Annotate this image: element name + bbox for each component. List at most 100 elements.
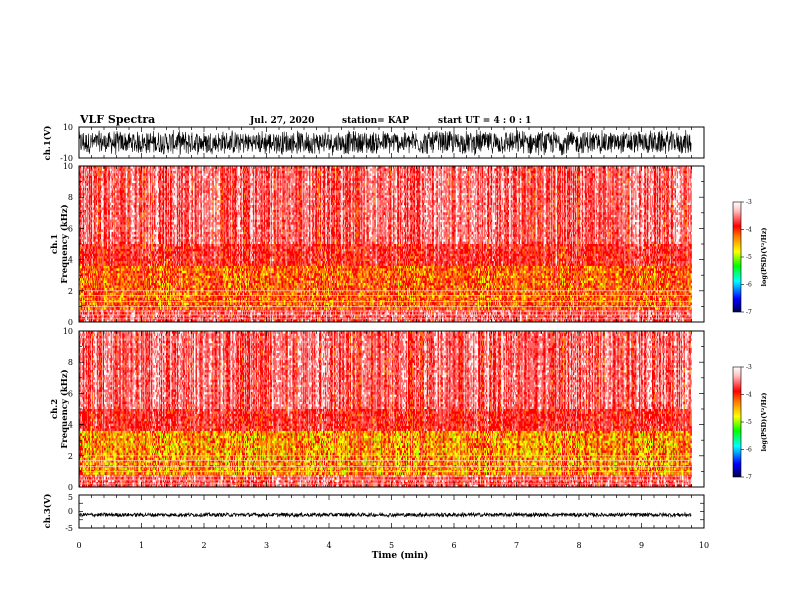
- spectrogram-cell: [329, 171, 330, 174]
- spectrogram-cell: [394, 171, 395, 174]
- spectrogram-cell: [280, 168, 281, 171]
- spectrogram-cell: [425, 171, 426, 174]
- spectrogram-cell: [365, 171, 366, 174]
- spectrogram-cell: [350, 168, 351, 171]
- spectrogram-cell: [189, 168, 190, 171]
- spectrogram-cell: [144, 171, 145, 174]
- spectrogram-cell: [172, 168, 173, 171]
- spectrogram-cell: [625, 168, 626, 171]
- spectrogram-cell: [482, 171, 483, 174]
- spectrogram-cell: [672, 168, 673, 171]
- spectrogram-cell: [610, 168, 611, 171]
- spectrogram-cell: [629, 168, 630, 171]
- spectrogram-cell: [318, 168, 319, 171]
- spectrogram-cell: [249, 168, 250, 171]
- spectrogram-cell: [657, 168, 658, 171]
- spectrogram-cell: [617, 168, 618, 171]
- spectrogram-cell: [368, 171, 369, 174]
- spectrogram-cell: [525, 168, 526, 171]
- spectrogram-cell: [448, 171, 449, 174]
- spectrogram-cell: [262, 168, 263, 171]
- ch1-spectrogram-cells: [79, 166, 692, 322]
- ch1-waveform-trace: [79, 130, 691, 156]
- spectrogram-cell: [425, 168, 426, 171]
- spectrogram-cell: [209, 171, 210, 174]
- spectrogram-cell: [154, 171, 155, 174]
- spectrogram-cell: [560, 171, 561, 174]
- spectrogram-cell: [353, 171, 354, 174]
- spectrogram-cell: [228, 171, 229, 174]
- ch1-waveform-panel: 10 -10 ch.1(V): [42, 123, 704, 163]
- spectrogram-cell: [334, 171, 335, 174]
- spectrogram-cell: [651, 168, 652, 171]
- spectrogram-cell: [206, 171, 207, 174]
- spectrogram-cell: [306, 168, 307, 171]
- spectrogram-cell: [400, 168, 401, 171]
- spectrogram-cell: [340, 171, 341, 174]
- spectrogram-cell: [359, 168, 360, 171]
- spectrogram-cell: [218, 168, 219, 171]
- spectrogram-cell: [124, 171, 125, 174]
- spectrogram-cell: [511, 168, 512, 171]
- spectrogram-cell: [468, 171, 469, 174]
- spectrogram-cell: [520, 168, 521, 171]
- spectrogram-cell: [171, 171, 172, 174]
- spectrogram-cell: [89, 171, 90, 174]
- spectrogram-cell: [124, 168, 125, 171]
- spectrogram-cell: [554, 168, 555, 171]
- spectrogram-cell: [596, 168, 597, 171]
- spectrogram-cell: [635, 168, 636, 171]
- spectrogram-cell: [374, 171, 375, 174]
- spectrogram-cell: [484, 171, 485, 174]
- spectrogram-cell: [83, 171, 84, 174]
- ch1-waveform-ylabel: ch.1(V): [42, 126, 53, 161]
- spectrogram-cell: [529, 171, 530, 174]
- spectrogram-cell: [554, 171, 555, 174]
- spectrogram-cell: [362, 171, 363, 174]
- spectrogram-cell: [454, 171, 455, 174]
- spectrogram-cell: [542, 168, 543, 171]
- spectrogram-cell: [433, 168, 434, 171]
- spectrogram-cell: [321, 168, 322, 171]
- spectrogram-cell: [132, 171, 133, 174]
- spectrogram-cell: [562, 168, 563, 171]
- spectrogram-cell: [441, 171, 442, 174]
- spectrogram-cell: [196, 171, 197, 174]
- spectrogram-cell: [101, 168, 102, 171]
- spectrogram-cell: [168, 171, 169, 174]
- spectrogram-cell: [307, 171, 308, 174]
- spectrogram-cell: [482, 168, 483, 171]
- spectrogram-cell: [163, 171, 164, 174]
- spectrogram-cell: [414, 168, 415, 171]
- spectrogram-cell: [301, 171, 302, 174]
- spectrogram-cell: [212, 168, 213, 171]
- spectrogram-cell: [380, 171, 381, 174]
- spectrogram-cell: [249, 171, 250, 174]
- spectrogram-cell: [549, 171, 550, 174]
- spectrogram-cell: [473, 171, 474, 174]
- vlf-spectra-figure: VLF Spectra Jul. 27, 2020 station= KAP s…: [0, 0, 792, 612]
- spectrogram-cell: [155, 168, 156, 171]
- spectrogram-cell: [449, 168, 450, 171]
- spectrogram-cell: [502, 168, 503, 171]
- spectrogram-cell: [468, 168, 469, 171]
- spectrogram-cell: [272, 171, 273, 174]
- spectrogram-cell: [444, 168, 445, 171]
- spectrogram-cell: [111, 171, 112, 174]
- station-label: station= KAP: [342, 116, 409, 126]
- spectrogram-cell: [144, 168, 145, 171]
- spectrogram-cell: [359, 171, 360, 174]
- spectrogram-cell: [370, 168, 371, 171]
- spectrogram-cell: [150, 171, 151, 174]
- spectrogram-cell: [491, 171, 492, 174]
- spectrogram-cell: [175, 168, 176, 171]
- spectrogram-cell: [420, 171, 421, 174]
- spectrogram-cell: [372, 168, 373, 171]
- spectrogram-cell: [455, 168, 456, 171]
- spectrogram-cell: [594, 168, 595, 171]
- spectrogram-cell: [571, 168, 572, 171]
- spectrogram-cell: [478, 171, 479, 174]
- spectrogram-cell: [87, 171, 88, 174]
- spectrogram-cell: [528, 168, 529, 171]
